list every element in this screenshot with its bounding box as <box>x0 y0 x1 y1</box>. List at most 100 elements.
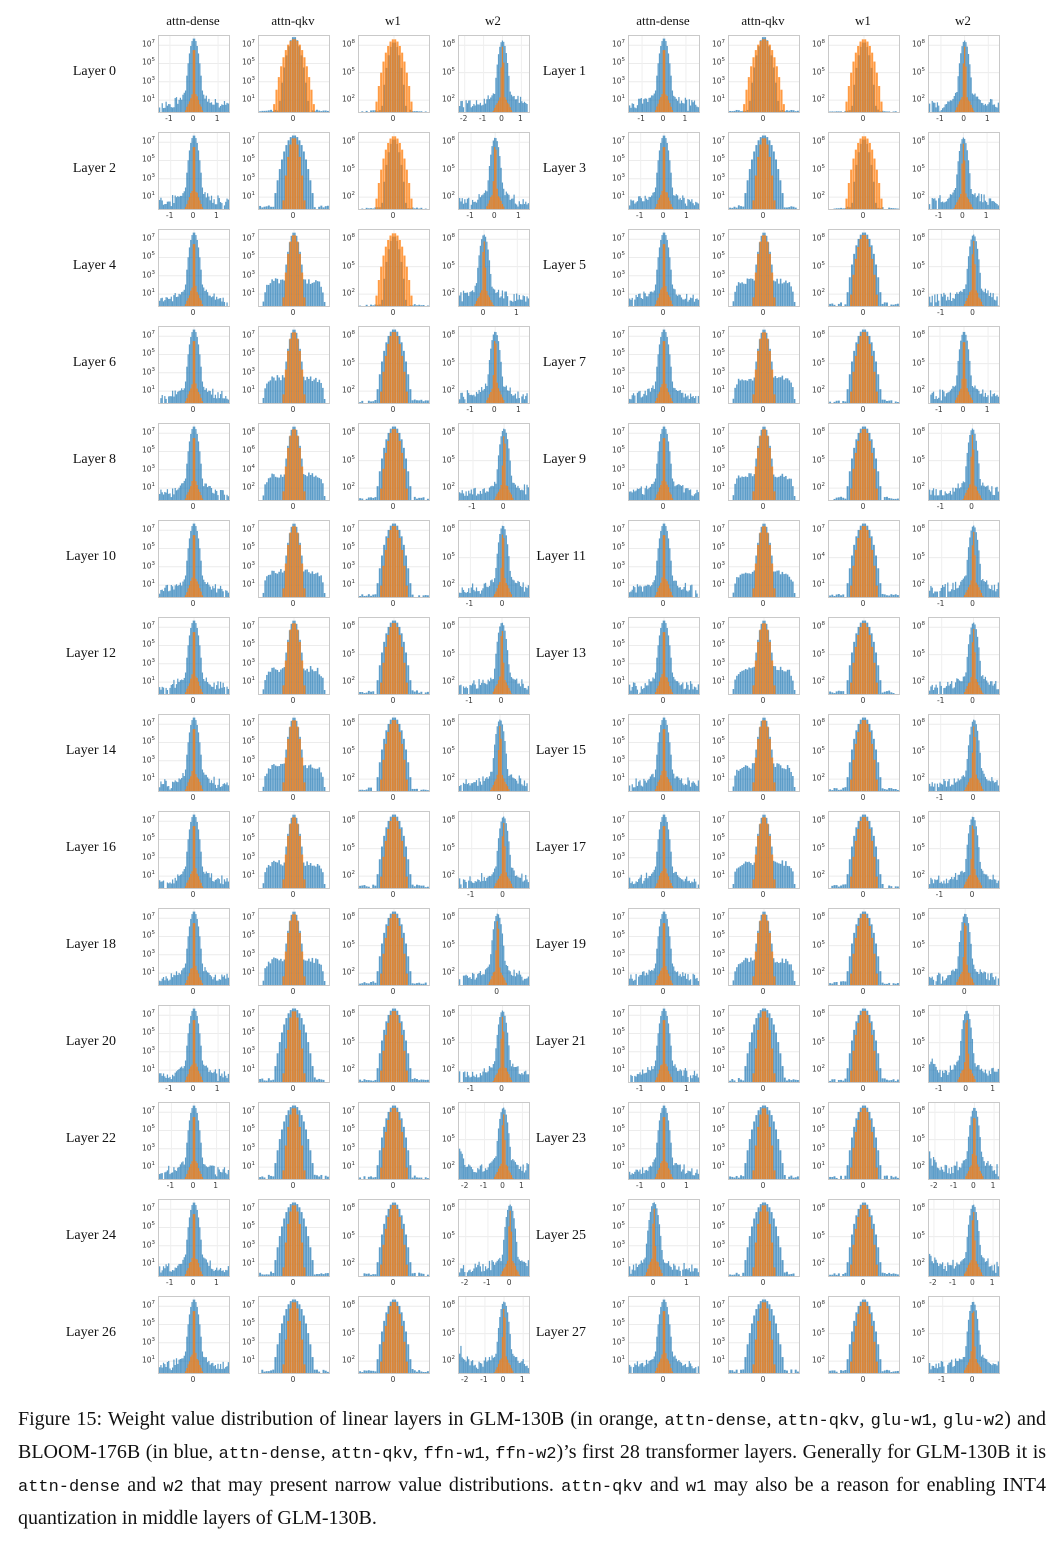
y-tick-label: 105 <box>611 154 625 164</box>
y-tick-label: 101 <box>611 676 625 686</box>
y-tick-label: 102 <box>441 1161 455 1171</box>
y-tick-label: 107 <box>711 233 725 243</box>
subplot-layer3-w1: 108 105 102 0 <box>798 127 900 224</box>
x-tick-label: -1 <box>935 1084 943 1093</box>
x-tick-label: 0 <box>500 1181 505 1190</box>
subplot-layer14-w2: 108 105 102 0 <box>428 709 530 806</box>
y-tick-label: 107 <box>141 233 155 243</box>
subplot-layer2-attn-qkv: 107 105 103 101 0 <box>228 127 330 224</box>
subplot-layer4-attn-qkv: 107 105 103 101 0 <box>228 224 330 321</box>
x-tick-label: 0 <box>961 987 967 996</box>
x-tick-label: 0 <box>860 114 866 123</box>
x-tick-label: 0 <box>760 1278 766 1287</box>
y-tick-label: 105 <box>141 833 155 843</box>
x-tick-label: 0 <box>190 599 196 608</box>
row-label-layer4: Layer 4 <box>0 224 128 321</box>
plot-area <box>158 520 230 598</box>
plot-area <box>158 326 230 404</box>
y-tick-label: 102 <box>341 967 355 977</box>
y-tick-label: 103 <box>141 948 155 959</box>
layer-label-text: Layer 12 <box>65 646 116 661</box>
y-tick-label: 105 <box>911 1327 925 1338</box>
y-tick-label: 108 <box>341 330 355 340</box>
column-header-cell: attn-qkv <box>698 0 798 30</box>
y-tick-label: 103 <box>241 75 255 86</box>
x-tick-label: 0 <box>660 211 666 220</box>
x-tick-label: 1 <box>682 114 688 123</box>
y-tick-label: 108 <box>341 718 355 728</box>
y-tick-label: 101 <box>241 94 255 104</box>
y-tick-label: 102 <box>341 773 355 783</box>
plot-area <box>358 908 430 986</box>
y-tick-label: 101 <box>611 288 625 298</box>
plot-area <box>928 811 1000 889</box>
plot-area <box>828 326 900 404</box>
layer-label-text: Layer 6 <box>72 355 116 370</box>
y-tick-label: 103 <box>241 851 255 862</box>
row-label-layer26: Layer 26 <box>0 1291 128 1388</box>
y-tick-label: 105 <box>141 1027 155 1037</box>
subplot-layer10-w1: 107 105 103 101 0 <box>328 515 430 612</box>
x-tick-label: 1 <box>513 308 519 317</box>
plot-area <box>728 1199 800 1277</box>
y-tick-label: 108 <box>441 39 455 49</box>
y-tick-label: 101 <box>241 773 255 783</box>
y-tick-label: 103 <box>611 1142 625 1153</box>
y-tick-label: 105 <box>441 939 455 950</box>
y-tick-label: 103 <box>241 1142 255 1153</box>
y-tick-label: 101 <box>711 1258 725 1268</box>
subplot-layer20-w2: 108 105 102 -1 0 <box>428 1000 530 1097</box>
x-tick-label: -1 <box>935 793 944 802</box>
x-tick-label: -1 <box>166 1181 175 1190</box>
subplot-layer24-attn-dense: 107 105 103 101 -1 0 1 <box>128 1194 230 1291</box>
y-tick-label: 105 <box>341 1230 355 1241</box>
column-header-attn-qkv: attn-qkv <box>741 13 785 28</box>
y-tick-label: 107 <box>141 621 155 631</box>
plot-area <box>828 423 900 501</box>
y-tick-label: 105 <box>441 648 455 659</box>
y-tick-label: 105 <box>141 1221 155 1231</box>
plot-area <box>828 1102 900 1180</box>
grid-row: Layer 4 107 105 103 101 0 107 105 103 101 0 108 105 1… <box>0 224 1064 321</box>
plot-area <box>728 229 800 307</box>
plot-area <box>358 811 430 889</box>
plot-area <box>728 714 800 792</box>
row-label-layer10: Layer 10 <box>0 515 128 612</box>
y-tick-label: 108 <box>811 815 825 825</box>
y-tick-label: 103 <box>711 657 725 668</box>
x-tick-label: 0 <box>860 987 866 996</box>
y-tick-label: 105 <box>911 842 925 853</box>
x-tick-label: -1 <box>949 1181 958 1190</box>
y-tick-label: 103 <box>711 366 725 377</box>
y-tick-label: 105 <box>811 939 825 950</box>
subplot-layer18-attn-dense: 107 105 103 101 0 <box>128 903 230 1000</box>
y-tick-label: 107 <box>611 718 625 728</box>
y-tick-label: 103 <box>341 560 355 571</box>
y-tick-label: 105 <box>241 348 255 358</box>
x-tick-label: 0 <box>190 502 196 511</box>
x-tick-label: 0 <box>970 1181 976 1190</box>
x-tick-label: 0 <box>960 211 965 220</box>
x-tick-label: 0 <box>190 696 196 705</box>
y-tick-label: 105 <box>811 357 825 368</box>
x-tick-label: 0 <box>390 1181 396 1190</box>
column-header-attn-dense: attn-dense <box>166 13 220 28</box>
y-tick-label: 103 <box>141 75 155 86</box>
plot-area <box>458 423 530 501</box>
y-tick-label: 102 <box>441 1064 455 1074</box>
subplot-layer21-attn-dense: 107 105 103 101 -1 0 1 <box>598 1000 700 1097</box>
x-tick-label: 0 <box>390 599 396 608</box>
x-tick-label: 1 <box>683 1181 689 1190</box>
subplot-layer7-attn-qkv: 107 105 103 101 0 <box>698 321 800 418</box>
column-header-w2: w2 <box>955 13 971 28</box>
subplot-layer8-w2: 108 105 102 -1 0 <box>428 418 530 515</box>
subplot-layer16-w1: 108 105 102 0 <box>328 806 430 903</box>
y-tick-label: 103 <box>141 1142 155 1153</box>
plot-area <box>458 1296 530 1374</box>
plot-area <box>728 1102 800 1180</box>
y-tick-label: 108 <box>811 718 825 728</box>
y-tick-label: 108 <box>811 39 825 49</box>
subplot-layer5-attn-dense: 107 105 103 101 0 <box>598 224 700 321</box>
x-tick-label: 0 <box>660 793 666 802</box>
y-tick-label: 102 <box>441 482 455 492</box>
